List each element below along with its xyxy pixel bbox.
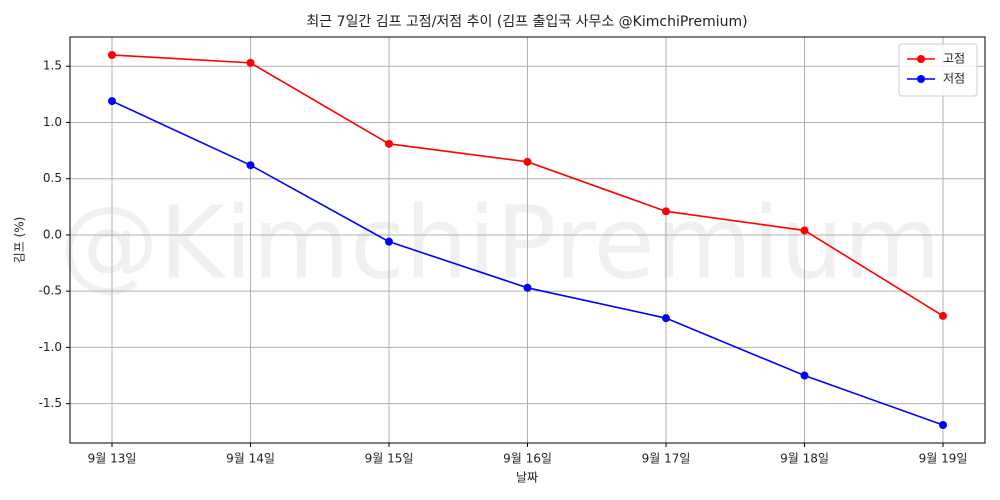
data-point — [108, 50, 116, 59]
legend-marker — [917, 75, 925, 83]
chart-title: 최근 7일간 김프 고점/저점 추이 (김프 출입국 사무소 @KimchiPr… — [306, 14, 747, 30]
legend-label: 고점 — [943, 52, 965, 66]
data-point — [800, 226, 809, 235]
data-point — [385, 139, 393, 148]
legend-box — [898, 43, 978, 97]
y-tick-label: 0.0 — [43, 227, 62, 241]
data-point — [246, 58, 255, 67]
x-tick-label: 9월 14일 — [226, 452, 275, 466]
y-axis-label: 김프 (%) — [13, 217, 27, 264]
x-tick-label: 9월 15일 — [365, 452, 414, 466]
data-point — [662, 314, 670, 323]
x-axis-label: 날짜 — [516, 471, 538, 485]
y-tick-label: -0.5 — [39, 284, 62, 298]
data-point — [108, 97, 116, 106]
data-point — [662, 207, 670, 216]
y-tick-label: 0.5 — [43, 171, 62, 185]
plot-frame — [69, 36, 986, 444]
data-point — [385, 237, 393, 246]
legend-label: 저점 — [943, 72, 965, 86]
watermark: @KimchiPremium — [59, 184, 941, 301]
data-point — [939, 421, 947, 430]
x-tick-label: 9월 18일 — [780, 452, 829, 466]
x-tick-label: 9월 13일 — [88, 452, 137, 466]
x-tick-label: 9월 16일 — [503, 452, 552, 466]
data-point — [523, 283, 532, 292]
data-point — [800, 371, 809, 380]
y-tick-label: -1.5 — [39, 396, 62, 410]
y-tick-label: -1.0 — [39, 340, 62, 354]
data-point — [246, 161, 255, 170]
legend-marker — [917, 55, 925, 63]
data-point — [939, 311, 947, 320]
y-tick-label: 1.5 — [43, 59, 62, 73]
x-tick-label: 9월 19일 — [919, 452, 968, 466]
y-tick-label: 1.0 — [43, 115, 62, 129]
data-point — [523, 157, 532, 166]
x-tick-label: 9월 17일 — [642, 452, 691, 466]
